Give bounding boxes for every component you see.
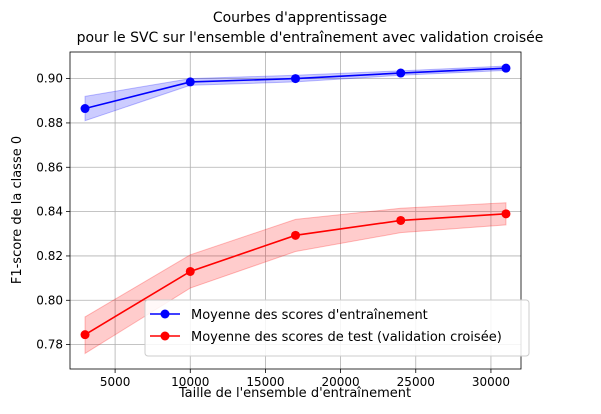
y-tick-label: 0.88 (36, 116, 63, 130)
x-tick-label: 30000 (472, 375, 510, 389)
legend-label-test: Moyenne des scores de test (validation c… (191, 330, 502, 345)
point-test (291, 230, 300, 240)
x-tick-label: 20000 (322, 375, 360, 389)
point-train (291, 74, 300, 84)
chart-subtitle: pour le SVC sur l'ensemble d'entraînemen… (77, 30, 544, 46)
x-tick-label: 10000 (171, 375, 209, 389)
legend-marker-test (160, 331, 170, 341)
x-tick-label: 5000 (100, 375, 131, 389)
point-test (396, 215, 406, 225)
legend-box (144, 299, 530, 357)
point-test (185, 266, 195, 276)
legend: Moyenne des scores d'entraînement Moyenn… (144, 299, 530, 357)
x-tick-label: 25000 (397, 375, 435, 389)
legend-label-train: Moyenne des scores d'entraînement (191, 308, 428, 323)
x-axis-label: Taille de l'ensemble d'entraînement (178, 386, 411, 401)
legend-marker-train (160, 309, 170, 319)
y-axis-label: F1-score de la classe 0 (10, 136, 25, 284)
point-test (80, 330, 90, 340)
point-train (396, 68, 406, 78)
point-test (501, 209, 511, 219)
x-axis-ticks: 5000 10000 15000 20000 25000 30000 (100, 369, 510, 389)
point-train (185, 77, 195, 87)
y-axis-ticks: 0.78 0.80 0.82 0.84 0.86 0.88 0.90 (36, 72, 70, 352)
plot-frame (69, 51, 522, 370)
y-tick-label: 0.84 (36, 205, 63, 219)
y-tick-label: 0.90 (36, 72, 63, 86)
y-tick-label: 0.82 (36, 249, 63, 263)
y-tick-label: 0.80 (36, 293, 63, 307)
chart-title: Courbes d'apprentissage (213, 10, 387, 26)
series-points (80, 63, 511, 340)
point-train (501, 63, 511, 73)
y-tick-label: 0.78 (36, 338, 63, 352)
x-tick-label: 15000 (246, 375, 284, 389)
point-train (80, 104, 90, 114)
y-tick-label: 0.86 (36, 160, 63, 174)
